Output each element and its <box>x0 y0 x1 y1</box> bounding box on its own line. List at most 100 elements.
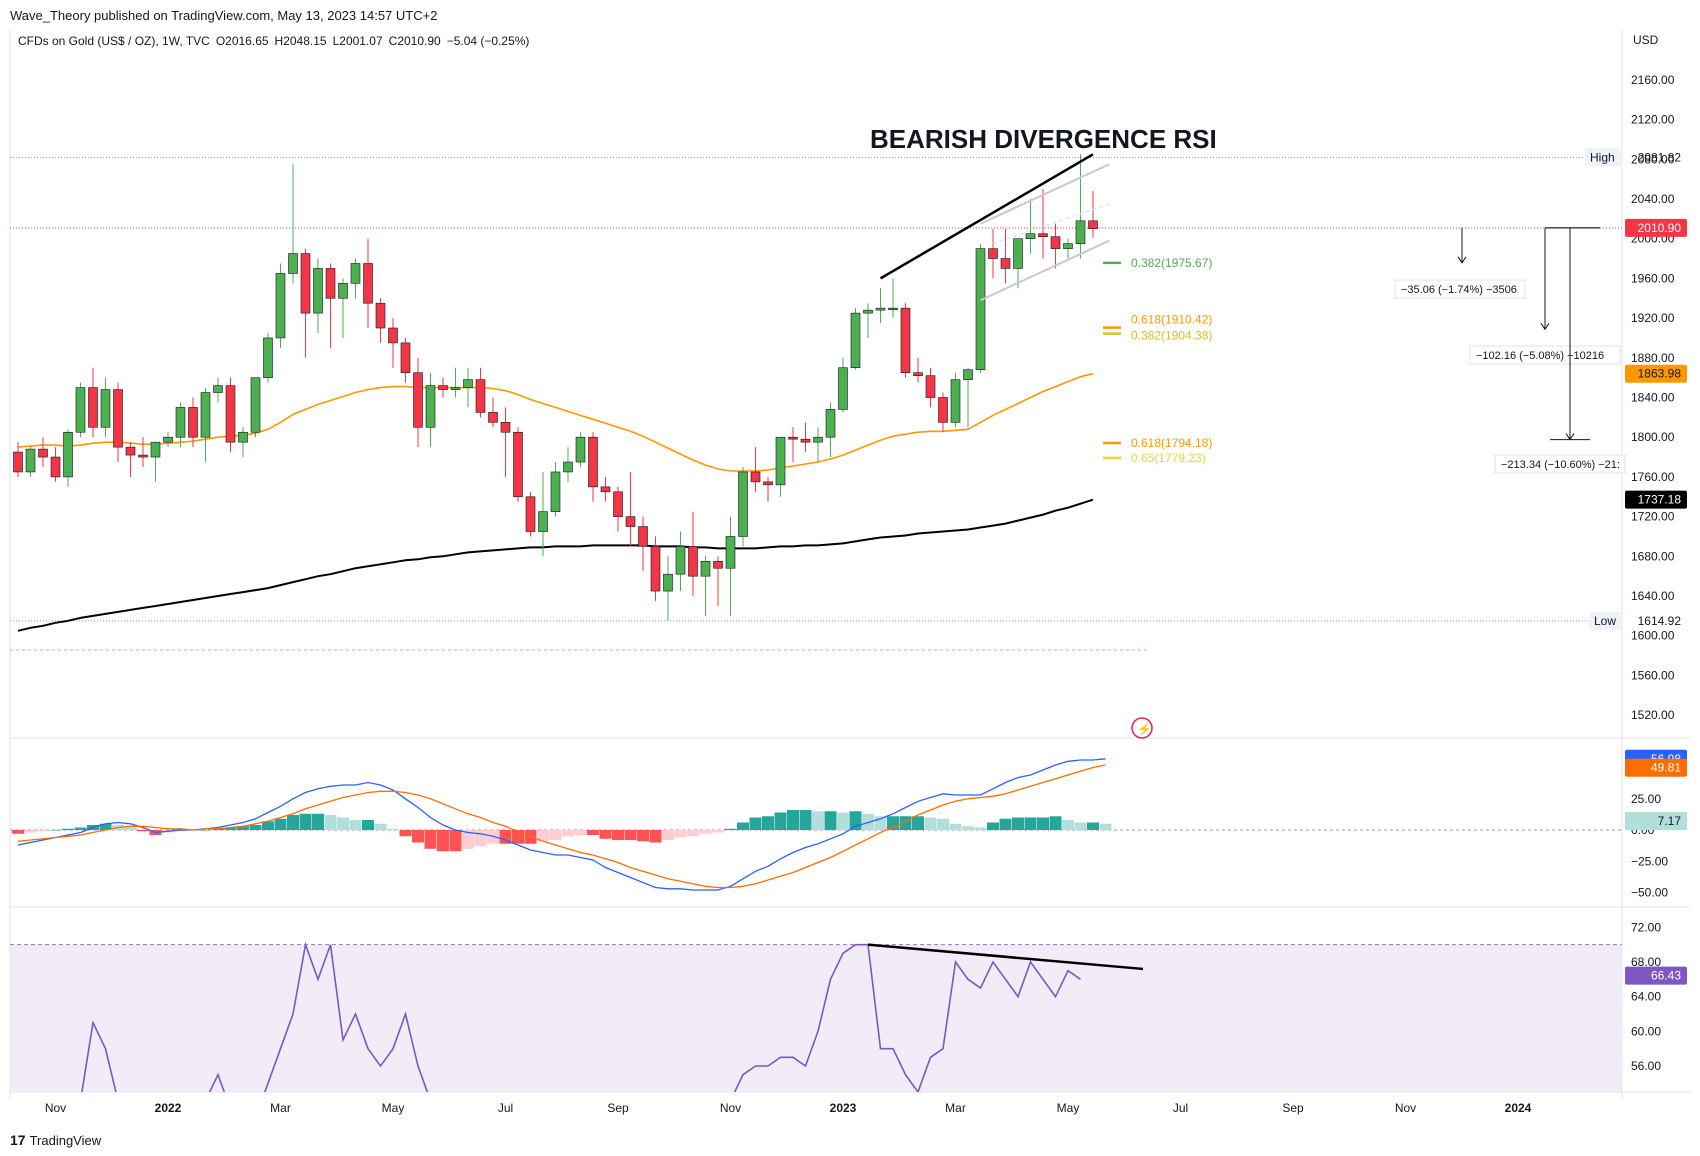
candle-body <box>13 451 23 473</box>
macd-tick-label: −25.00 <box>1631 854 1668 868</box>
candle-body <box>150 441 161 458</box>
macd-histogram-bar <box>649 830 662 843</box>
price-tick-label: 2080.00 <box>1631 152 1675 166</box>
macd-histogram-bar <box>299 813 312 830</box>
candle-body <box>338 283 348 299</box>
channel-lower[interactable] <box>980 239 1110 302</box>
macd-histogram-bar <box>674 830 687 838</box>
price-tick-label: 1840.00 <box>1631 391 1675 405</box>
symbol-name[interactable]: CFDs on Gold (US$ / OZ), 1W, TVC <box>18 34 210 48</box>
macd-histogram-bar <box>512 830 524 844</box>
rsi-divergence-line[interactable] <box>867 943 1144 971</box>
macd-histogram-bar <box>412 830 424 843</box>
rsi-tick-label: 60.00 <box>1631 1024 1661 1038</box>
channel-upper[interactable] <box>980 163 1110 225</box>
macd-histogram-bar <box>724 828 737 830</box>
candle-body <box>963 369 973 380</box>
macd-histogram-bar <box>99 823 112 830</box>
macd-histogram-bar <box>199 830 212 831</box>
rsi-tick-label: 68.00 <box>1631 955 1661 969</box>
candle-body <box>838 367 848 410</box>
candle-body <box>763 481 773 486</box>
candle-body <box>850 312 861 369</box>
open-value: O2016.65 <box>215 34 269 48</box>
ema-fast-tag-bg <box>1625 364 1687 383</box>
macd-histogram-bar <box>474 830 487 847</box>
rsi-band <box>10 944 1622 1092</box>
chart-title: BEARISH DIVERGENCE RSI <box>870 124 1217 154</box>
candle-body <box>638 526 648 547</box>
time-tick-label: Sep <box>607 1101 629 1115</box>
macd-histogram-bar <box>24 830 37 833</box>
candle-body <box>588 436 598 488</box>
candle-body <box>1050 236 1061 249</box>
price-tick-label: 1960.00 <box>1631 271 1675 285</box>
time-tick-label: Sep <box>1282 1101 1304 1115</box>
price-tick-label: 1600.00 <box>1631 629 1675 643</box>
time-tick-label: 2024 <box>1505 1101 1532 1115</box>
candle-body <box>188 407 198 438</box>
macd-histogram-bar <box>974 827 987 830</box>
price-tick-label: 1800.00 <box>1631 430 1675 444</box>
close-value: C2010.90 <box>388 34 441 48</box>
hist-tag-bg <box>1625 812 1687 831</box>
macd-histogram-bar <box>637 830 649 842</box>
macd-histogram-bar <box>662 830 674 840</box>
candle-body <box>1000 258 1011 269</box>
macd-histogram-bar <box>937 818 949 830</box>
candle-body <box>263 337 273 378</box>
price-trendline[interactable] <box>879 153 1094 280</box>
candle-body <box>238 431 248 443</box>
measure-label: −35.06 (−1.74%) −3506 <box>1401 284 1517 296</box>
lightning-icon[interactable] <box>1131 717 1153 739</box>
price-tick-label: 1760.00 <box>1631 470 1675 484</box>
candle-body <box>788 436 798 440</box>
candle-body <box>200 392 211 438</box>
fib-level-label: 0.618(1794.18) <box>1131 436 1212 450</box>
fib-level-label: 0.618(1910.42) <box>1131 313 1212 327</box>
time-tick-label: 2023 <box>830 1101 857 1115</box>
price-tick-label: 1640.00 <box>1631 589 1675 603</box>
last-price-tag-bg <box>1625 218 1687 237</box>
candle-body <box>250 377 261 433</box>
macd-histogram-bar <box>362 820 374 830</box>
currency-label: USD <box>1633 33 1659 47</box>
candle-body <box>700 560 711 577</box>
footer: 17 TradingView <box>10 1132 101 1148</box>
time-tick-label: May <box>382 1101 405 1115</box>
macd-histogram-bar <box>237 826 249 830</box>
macd-histogram-bar <box>62 828 74 830</box>
macd-histogram-bar <box>587 830 599 835</box>
candle-body <box>1075 220 1086 244</box>
candle-body <box>513 431 523 498</box>
lightning-glyph: ⚡ <box>1137 722 1152 736</box>
rsi-tick-label: 72.00 <box>1631 920 1661 934</box>
candle-body <box>913 372 923 376</box>
symbol-legend: CFDs on Gold (US$ / OZ), 1W, TVC O2016.65… <box>18 34 535 48</box>
macd-tick-label: −50.00 <box>1631 886 1668 900</box>
macd-histogram-bar <box>287 815 299 830</box>
chart-canvas[interactable]: USD 1520.00 1560.00 1600.00 1640.00 1680.00 17… <box>0 0 1700 1130</box>
rsi-tick-label: 64.00 <box>1631 990 1661 1004</box>
macd-histogram-bar <box>712 830 724 833</box>
high-marker-value: 2081.82 <box>1638 150 1682 164</box>
candle-body <box>575 436 586 463</box>
price-tick-label: 1520.00 <box>1631 708 1675 722</box>
candle-body <box>475 379 486 413</box>
macd-histogram-bar <box>987 822 999 830</box>
price-tick-label: 2120.00 <box>1631 113 1675 127</box>
candle-body <box>550 471 561 512</box>
high-marker-label: High <box>1590 150 1615 164</box>
candle-body <box>1063 243 1073 249</box>
candle-body <box>75 387 86 433</box>
measure-label: −213.34 (−10.60%) −21: <box>1501 459 1620 471</box>
low-marker-bg <box>1590 611 1623 630</box>
candle-body <box>663 573 673 592</box>
macd-histogram-bar <box>1087 822 1099 830</box>
macd-histogram-bar <box>762 816 774 830</box>
candle-body <box>625 516 636 527</box>
macd-histogram-bar <box>1037 817 1049 830</box>
price-tick-label: 1560.00 <box>1631 668 1675 682</box>
candle-body <box>288 253 298 274</box>
candle-body <box>375 302 386 329</box>
